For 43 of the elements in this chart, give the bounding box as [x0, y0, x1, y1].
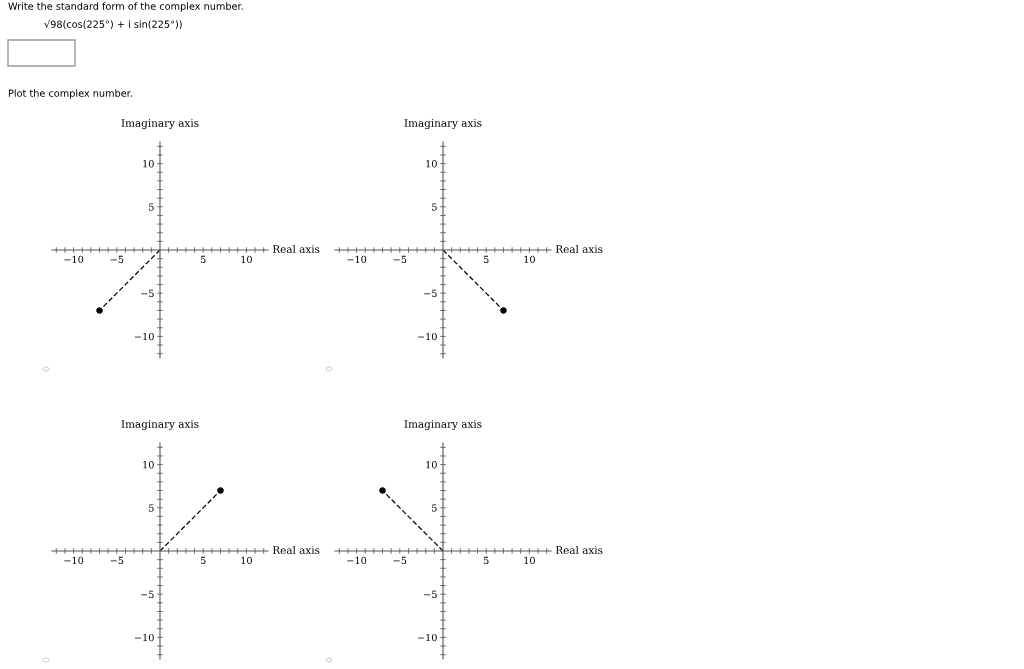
y-tick-label: −5	[141, 590, 154, 599]
y-axis-title: Imaginary axis	[121, 119, 199, 130]
x-tick-label: 5	[200, 255, 206, 264]
x-tick-label: −5	[393, 556, 407, 565]
x-tick-label: −5	[110, 255, 124, 264]
x-tick-label: −5	[110, 556, 124, 565]
x-tick-label: 10	[241, 556, 252, 565]
y-axis-title: Imaginary axis	[404, 420, 482, 431]
y-tick-label: −10	[134, 633, 154, 642]
x-tick-label: −10	[347, 556, 367, 565]
y-tick-label: 10	[426, 160, 437, 168]
y-tick-label: 5	[149, 203, 154, 211]
x-tick-label: −10	[64, 556, 84, 565]
y-tick-label: 10	[143, 461, 154, 469]
x-tick-label: 5	[200, 556, 206, 565]
x-tick-label: 10	[241, 255, 252, 264]
x-tick-label: −10	[64, 255, 84, 264]
x-tick-label: 5	[483, 255, 489, 264]
chart-subtitle: √98(cos(225°) + i sin(225°))	[44, 19, 182, 29]
y-tick-label: 5	[149, 504, 154, 512]
y-tick-label: −10	[417, 633, 437, 642]
y-tick-label: −10	[134, 332, 154, 341]
y-tick-label: −5	[424, 590, 437, 599]
y-axis-title: Imaginary axis	[404, 119, 482, 130]
y-tick-label: 10	[426, 461, 437, 469]
text: Plot the complex number.	[8, 89, 132, 99]
x-axis-title: Real axis	[555, 244, 603, 254]
y-tick-label: 5	[432, 504, 437, 512]
x-tick-label: 10	[524, 255, 535, 264]
x-tick-label: 10	[524, 556, 535, 565]
x-axis-title: Real axis	[272, 545, 320, 555]
x-tick-label: −10	[347, 255, 367, 264]
y-tick-label: −5	[424, 289, 437, 298]
x-axis-title: Real axis	[272, 244, 320, 254]
x-tick-label: 5	[483, 556, 489, 565]
y-tick-label: −10	[417, 332, 437, 341]
chart-title: Write the standard form of the complex number.	[8, 2, 243, 12]
y-tick-label: 10	[143, 160, 154, 168]
y-axis-title: Imaginary axis	[121, 420, 199, 431]
x-tick-label: −5	[393, 255, 407, 264]
x-axis-title: Real axis	[555, 545, 603, 555]
y-tick-label: −5	[141, 289, 154, 298]
y-tick-label: 5	[432, 203, 437, 211]
